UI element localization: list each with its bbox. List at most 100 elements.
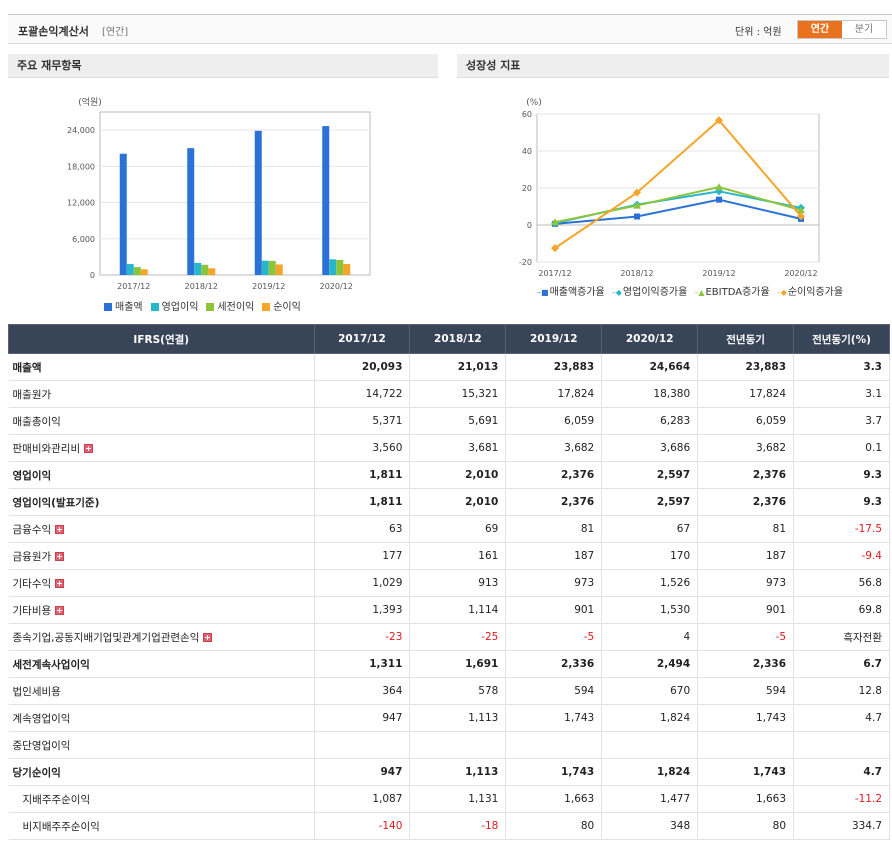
table-cell: 3.7: [793, 407, 890, 435]
legend-swatch: [104, 303, 112, 311]
bar: [126, 264, 134, 275]
y-tick-label: 0: [527, 221, 532, 230]
legend-item: 매출액: [104, 302, 143, 313]
table-cell: 4.7: [793, 704, 890, 732]
row-label: 매출총이익: [8, 407, 315, 435]
expand-icon[interactable]: [55, 605, 65, 615]
table-cell: 80: [505, 812, 603, 840]
plot-area: [99, 111, 371, 276]
table-cell: -9.4: [793, 542, 890, 570]
table-cell: 6.7: [793, 650, 890, 678]
row-label-text: 영업이익: [12, 469, 52, 482]
legend-marker: –◆: [611, 288, 622, 297]
bar: [194, 262, 202, 275]
table-cell: 578: [409, 677, 507, 705]
table-cell: 1,663: [697, 785, 795, 813]
table-cell: 348: [601, 812, 699, 840]
expand-icon[interactable]: [84, 443, 94, 453]
table-cell: 23,883: [697, 353, 795, 381]
table-cell: 2,376: [697, 488, 795, 516]
bar: [133, 267, 141, 275]
row-label: 종속기업,공동지배기업및관계기업관련손익: [8, 623, 315, 651]
data-point: [634, 213, 640, 220]
row-label: 계속영업이익: [8, 704, 315, 732]
table-row: 기타비용 1,393 1,114 901 1,530 901 69.8: [8, 596, 890, 624]
column-header: 전년동기: [697, 324, 795, 354]
row-label: 영업이익: [8, 461, 315, 489]
quarter-tab[interactable]: 분기: [842, 21, 886, 38]
data-point: [551, 218, 559, 226]
expand-icon[interactable]: [55, 524, 65, 534]
table-cell: 1,113: [409, 758, 507, 786]
table-cell: 69.8: [793, 596, 890, 624]
legend-marker: –◆: [776, 288, 787, 297]
column-header: 2017/12: [313, 324, 411, 354]
table-row: 판매비와관리비 3,560 3,681 3,682 3,686 3,682 0.1: [8, 434, 890, 462]
expand-icon[interactable]: [55, 551, 65, 561]
table-cell: 3,682: [697, 434, 795, 462]
expand-icon[interactable]: [203, 632, 213, 642]
row-label-text: 영업이익(발표기준): [12, 496, 100, 509]
data-point: [715, 116, 723, 125]
table-cell: 947: [313, 758, 411, 786]
table-cell: 9.3: [793, 461, 890, 489]
x-tick-label: 2020/12: [784, 269, 817, 278]
income-statement-table: IFRS(연결) 2017/12 2018/12 2019/12 2020/12 전년동기…: [8, 324, 890, 840]
legend-item: –◆순이익증가율: [777, 287, 843, 298]
data-point: [715, 183, 723, 191]
table-cell: 81: [505, 515, 603, 543]
table-cell: 670: [601, 677, 699, 705]
row-label-text: 세전계속사업이익: [12, 658, 90, 671]
bar: [268, 260, 276, 275]
table-cell: 2,597: [601, 461, 699, 489]
table-cell: 56.8: [793, 569, 890, 597]
table-cell: 1,743: [697, 758, 795, 786]
table-cell: 17,824: [505, 380, 603, 408]
table-cell: 81: [697, 515, 795, 543]
column-header: 전년동기(%): [793, 324, 890, 354]
row-label-text: 매출원가: [12, 388, 52, 401]
table-row: 매출액 20,093 21,013 23,883 24,664 23,883 3.3: [8, 353, 890, 381]
legend-item: –◆영업이익증가율: [612, 287, 688, 298]
annual-tab[interactable]: 연간: [798, 21, 842, 38]
row-label-text: 금융수익: [12, 523, 52, 536]
table-cell: 0.1: [793, 434, 890, 462]
table-cell: 1,691: [409, 650, 507, 678]
row-label-text: 기타수익: [12, 577, 52, 590]
table-cell: 187: [505, 542, 603, 570]
row-label: 매출액: [8, 353, 315, 381]
table-cell: -17.5: [793, 515, 890, 543]
table-cell: 12.8: [793, 677, 890, 705]
table-cell: [601, 731, 699, 759]
legend-label: 순이익증가율: [787, 287, 844, 298]
legend-item: 영업이익: [150, 302, 198, 313]
table-row: 영업이익(발표기준) 1,811 2,010 2,376 2,597 2,376 9.3: [8, 488, 890, 516]
growth-panel-title: 성장성 지표: [457, 54, 889, 78]
y-tick-label: 40: [522, 147, 532, 156]
table-cell: 1,393: [313, 596, 411, 624]
table-cell: -11.2: [793, 785, 890, 813]
table-cell: [313, 731, 411, 759]
bar: [254, 130, 262, 275]
row-label: 당기순이익: [8, 758, 315, 786]
legend-item: 세전이익: [206, 302, 254, 313]
table-cell: 594: [505, 677, 603, 705]
table-cell: 161: [409, 542, 507, 570]
table-cell: 947: [313, 704, 411, 732]
column-header: 2018/12: [409, 324, 507, 354]
table-row: 비지배주주순이익 -140 -18 80 348 80 334.7: [8, 812, 890, 840]
expand-icon[interactable]: [55, 578, 65, 588]
table-cell: -5: [697, 623, 795, 651]
legend-label: 세전이익: [217, 302, 255, 313]
table-cell: -18: [409, 812, 507, 840]
table-cell: 흑자전환: [793, 623, 890, 651]
row-label-text: 금융원가: [12, 550, 52, 563]
x-tick-label: 2019/12: [252, 282, 285, 291]
y-tick-label: 60: [522, 110, 532, 119]
legend-swatch: [262, 303, 271, 311]
table-cell: 4: [601, 623, 699, 651]
table-cell: 2,336: [697, 650, 795, 678]
table-cell: 1,087: [313, 785, 411, 813]
table-row: 세전계속사업이익 1,311 1,691 2,336 2,494 2,336 6.7: [8, 650, 890, 678]
y-axis-unit: (억원): [78, 96, 102, 108]
